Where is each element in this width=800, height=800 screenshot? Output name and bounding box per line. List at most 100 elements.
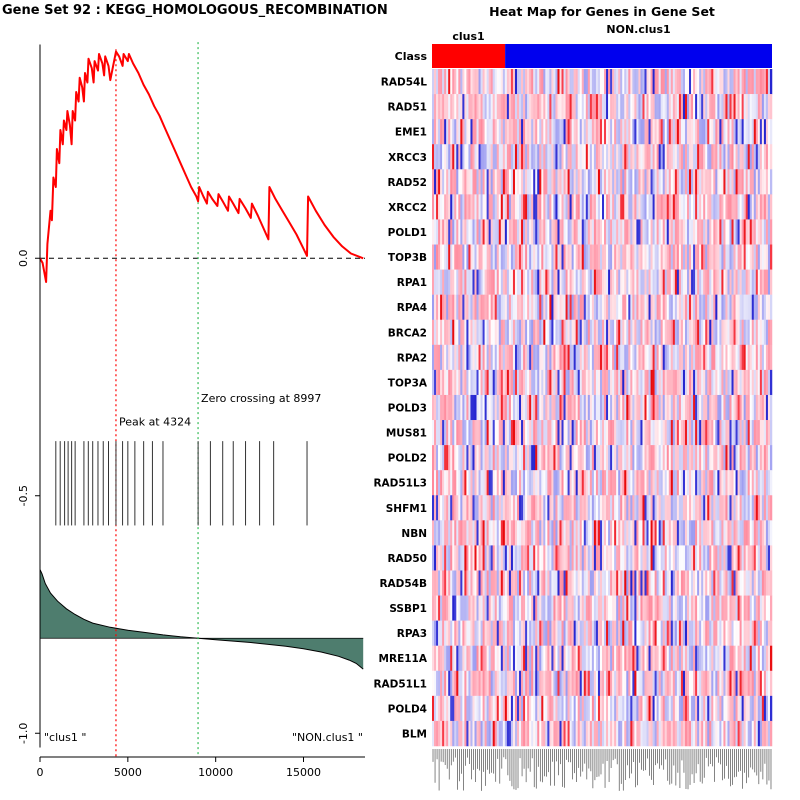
heatmap-cell: [462, 645, 465, 672]
heatmap-cell: [721, 420, 724, 446]
heatmap-cell: [496, 69, 500, 95]
heatmap-cell: [755, 269, 759, 295]
heatmap-cell: [689, 94, 692, 120]
heatmap-cell: [658, 169, 661, 195]
heatmap-cell: [529, 495, 532, 521]
heatmap-cell: [440, 169, 443, 195]
heatmap-cell: [769, 319, 773, 346]
heatmap-cell: [689, 445, 692, 471]
heatmap-cell: [646, 620, 649, 646]
heatmap-cell: [470, 570, 473, 596]
heatmap-cell: [559, 119, 562, 145]
heatmap-cell: [626, 495, 629, 521]
heatmap-cell: [654, 344, 657, 371]
heatmap-cell: [713, 244, 716, 270]
heatmap-cell: [543, 69, 546, 95]
heatmap-cell: [502, 194, 506, 220]
heatmap-cell: [512, 420, 516, 446]
heatmap-cell: [498, 520, 502, 546]
heatmap-cell: [466, 144, 469, 170]
heatmap-cell: [622, 69, 625, 95]
heatmap-cell: [652, 495, 655, 521]
heatmap-cell: [737, 319, 740, 346]
heatmap-cell: [602, 244, 605, 270]
heatmap-cell: [581, 570, 585, 596]
heatmap-cell: [664, 545, 668, 571]
heatmap-cell: [575, 620, 578, 646]
gene-label-TOP3A: TOP3A: [388, 377, 428, 389]
heatmap-cell: [442, 645, 445, 672]
heatmap-cell: [541, 695, 544, 722]
heatmap-cell: [749, 169, 753, 195]
heatmap-cell: [658, 545, 661, 571]
heatmap-cell: [519, 144, 522, 170]
heatmap-cell: [436, 445, 439, 471]
heatmap-cell: [531, 495, 534, 521]
heatmap-cell: [595, 420, 599, 446]
heatmap-cell: [438, 645, 441, 672]
heatmap-cell: [618, 119, 621, 145]
heatmap-cell: [488, 219, 491, 245]
heatmap-cell: [687, 595, 690, 621]
heatmap-cell: [450, 94, 453, 120]
heatmap-cell: [608, 294, 611, 320]
heatmap-cell: [620, 570, 623, 596]
heatmap-cell: [678, 319, 682, 346]
heatmap-cell: [514, 244, 518, 270]
heatmap-cell: [723, 570, 726, 596]
heatmap-cell: [626, 520, 629, 546]
heatmap-cell: [749, 520, 753, 546]
heatmap-cell: [743, 294, 746, 320]
heatmap-cell: [595, 69, 599, 95]
heatmap-cell: [595, 445, 599, 471]
heatmap-cell: [535, 194, 538, 220]
heatmap-cell: [753, 269, 757, 295]
heatmap-cell: [650, 570, 653, 596]
heatmap-cell: [689, 670, 692, 697]
heatmap-cell: [454, 344, 457, 371]
heatmap-cell: [454, 394, 457, 421]
heatmap-cell: [434, 545, 437, 571]
heatmap-cell: [717, 144, 720, 170]
heatmap-cell: [739, 720, 742, 747]
heatmap-cell: [438, 720, 441, 747]
y-tick-label: -0.5: [17, 485, 30, 506]
heatmap-cell: [569, 69, 572, 95]
heatmap-cell: [769, 620, 773, 646]
heatmap-cell: [610, 570, 613, 596]
heatmap-cell: [763, 695, 767, 722]
heatmap-cell: [753, 344, 757, 371]
heatmap-cell: [676, 470, 680, 496]
heatmap-cell: [599, 344, 603, 371]
heatmap-cell: [476, 319, 479, 346]
heatmap-cell: [500, 520, 504, 546]
heatmap-cell: [646, 545, 649, 571]
heatmap-cell: [575, 244, 578, 270]
heatmap-cell: [638, 545, 641, 571]
heatmap-cell: [616, 269, 619, 295]
heatmap-cell: [646, 94, 649, 120]
heatmap-cell: [632, 144, 635, 170]
heatmap-cell: [470, 720, 473, 747]
heatmap-cell: [680, 445, 684, 471]
heatmap-cell: [510, 495, 514, 521]
heatmap-cell: [711, 344, 714, 371]
heatmap-cell: [642, 194, 645, 220]
heatmap-cell: [741, 369, 744, 396]
heatmap-cell: [610, 144, 613, 170]
heatmap-cell: [490, 570, 493, 596]
heatmap-cell: [545, 69, 548, 95]
heatmap-cell: [616, 545, 619, 571]
heatmap-cell: [602, 445, 605, 471]
heatmap-cell: [593, 620, 597, 646]
heatmap-cell: [656, 344, 659, 371]
heatmap-cell: [674, 545, 678, 571]
heatmap-cell: [737, 344, 740, 371]
heatmap-cell: [691, 545, 694, 571]
heatmap-cell: [545, 144, 548, 170]
heatmap-cell: [747, 670, 750, 697]
heatmap-cell: [755, 495, 759, 521]
heatmap-cell: [691, 470, 694, 496]
heatmap-cell: [563, 470, 566, 496]
heatmap-cell: [434, 194, 437, 220]
